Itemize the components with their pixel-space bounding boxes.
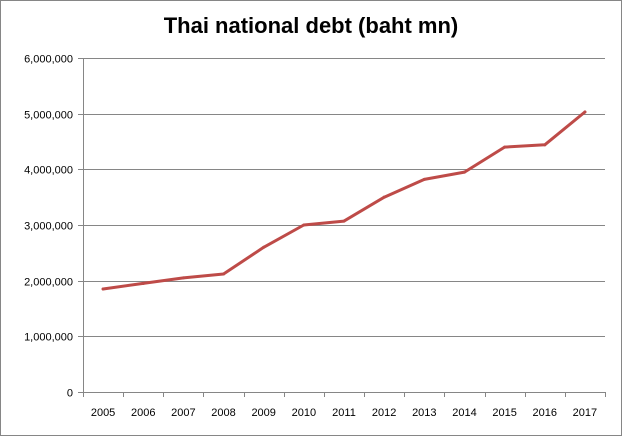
series [101, 110, 587, 291]
x-tick-label: 2015 [492, 407, 516, 419]
data-point [382, 195, 386, 199]
data-point [583, 110, 587, 114]
y-tick-labels: 0 1,000,000 2,000,000 3,000,000 4,000,000 5,0… [24, 54, 73, 400]
axes [78, 58, 606, 397]
y-tick-label: 5,000,000 [24, 110, 73, 122]
x-tick-label: 2012 [372, 407, 396, 419]
gridlines [83, 58, 605, 337]
data-point [262, 245, 266, 249]
x-tick-label: 2005 [91, 407, 115, 419]
series-line [101, 110, 587, 291]
data-point [222, 272, 226, 276]
data-point [342, 219, 346, 223]
data-point [543, 143, 547, 147]
x-tick-labels: 2005 2006 2007 2008 2009 2010 2011 2012 2013 2014… [91, 407, 597, 419]
y-tick-label: 1,000,000 [24, 332, 73, 344]
data-point [181, 276, 185, 280]
data-point [302, 223, 306, 227]
x-tick-label: 2014 [452, 407, 476, 419]
x-tick-label: 2017 [573, 407, 597, 419]
y-tick-label: 4,000,000 [24, 165, 73, 177]
x-tick-label: 2011 [332, 407, 356, 419]
data-point [141, 281, 145, 285]
x-tick-label: 2008 [211, 407, 235, 419]
x-tick-label: 2016 [533, 407, 557, 419]
x-tick-label: 2007 [171, 407, 195, 419]
x-tick-label: 2010 [292, 407, 316, 419]
data-point [503, 145, 507, 149]
chart-title: Thai national debt (baht mn) [163, 13, 459, 38]
x-tick-label: 2013 [412, 407, 436, 419]
data-point [422, 177, 426, 181]
x-tick-label: 2006 [131, 407, 155, 419]
data-point [462, 170, 466, 174]
data-point [101, 287, 105, 291]
y-tick-label: 0 [67, 388, 73, 400]
y-tick-label: 2,000,000 [24, 277, 73, 289]
y-tick-label: 6,000,000 [24, 54, 73, 66]
x-tick-label: 2009 [251, 407, 275, 419]
y-tick-label: 3,000,000 [24, 221, 73, 233]
